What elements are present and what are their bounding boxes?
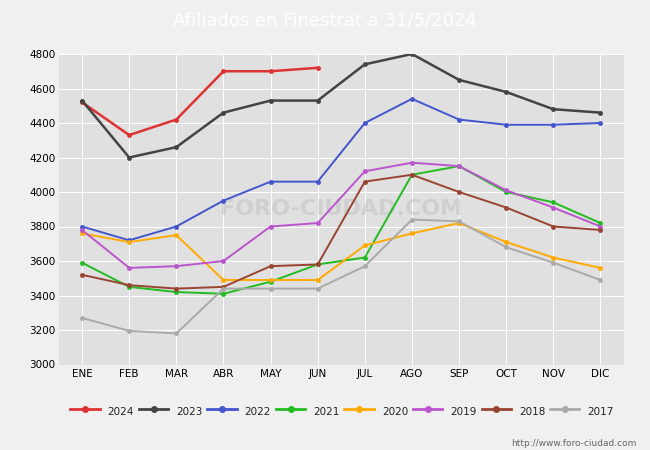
Text: 2019: 2019 (450, 407, 476, 417)
Text: FORO-CIUDAD.COM: FORO-CIUDAD.COM (220, 199, 462, 219)
Text: http://www.foro-ciudad.com: http://www.foro-ciudad.com (512, 439, 637, 448)
Text: 2024: 2024 (108, 407, 134, 417)
Text: Afiliados en Finestrat a 31/5/2024: Afiliados en Finestrat a 31/5/2024 (173, 11, 477, 29)
Text: 2023: 2023 (176, 407, 203, 417)
Text: 2017: 2017 (588, 407, 614, 417)
Text: 2018: 2018 (519, 407, 545, 417)
Text: 2020: 2020 (382, 407, 408, 417)
Text: 2021: 2021 (313, 407, 339, 417)
Text: 2022: 2022 (244, 407, 271, 417)
